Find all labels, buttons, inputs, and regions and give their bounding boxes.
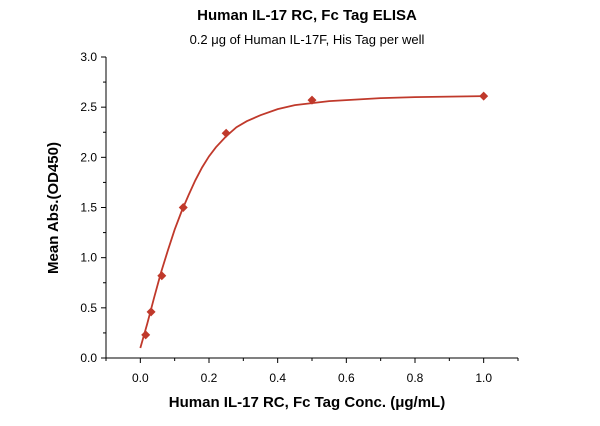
- y-tick-label: 1.0: [80, 251, 97, 265]
- data-point: [307, 95, 317, 105]
- data-point: [141, 330, 151, 340]
- chart-title: Human IL-17 RC, Fc Tag ELISA: [197, 7, 417, 24]
- x-tick-label: 0.4: [269, 371, 286, 385]
- x-tick-label: 0.0: [132, 371, 149, 385]
- data-point: [146, 307, 156, 317]
- data-point: [221, 128, 231, 138]
- data-point: [157, 271, 167, 281]
- chart-subtitle: 0.2 μg of Human IL-17F, His Tag per well: [190, 32, 425, 47]
- y-ticks: 0.0 0.5 1.0 1.5 2.0 2.5 3.0: [80, 50, 106, 365]
- fit-curve: [139, 95, 484, 349]
- data-point: [178, 203, 188, 212]
- x-ticks: 0.0 0.2 0.4 0.6 0.8 1.0: [105, 358, 519, 385]
- x-axis-title: Human IL-17 RC, Fc Tag Conc. (μg/mL): [169, 394, 445, 411]
- x-tick-label: 0.2: [201, 371, 218, 385]
- y-tick-label: 2.0: [80, 150, 97, 164]
- y-axis-title: Mean Abs.(OD450): [45, 142, 62, 274]
- data-points: [141, 91, 489, 340]
- y-tick-label: 1.5: [80, 201, 97, 215]
- y-tick-label: 0.0: [80, 351, 97, 365]
- y-tick-label: 0.5: [80, 301, 97, 315]
- y-tick-label: 2.5: [80, 100, 97, 114]
- x-tick-label: 0.8: [407, 371, 424, 385]
- x-tick-label: 0.6: [338, 371, 355, 385]
- x-tick-label: 1.0: [475, 371, 492, 385]
- y-tick-label: 3.0: [80, 50, 97, 64]
- data-point: [479, 91, 489, 101]
